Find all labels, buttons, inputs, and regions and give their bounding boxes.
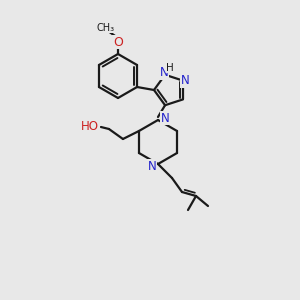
Text: N: N <box>160 112 169 124</box>
Text: HO: HO <box>81 121 99 134</box>
Text: N: N <box>181 74 189 87</box>
Text: N: N <box>148 160 156 172</box>
Text: N: N <box>160 66 168 79</box>
Text: H: H <box>166 63 174 73</box>
Text: CH₃: CH₃ <box>97 23 115 33</box>
Text: O: O <box>113 35 123 49</box>
